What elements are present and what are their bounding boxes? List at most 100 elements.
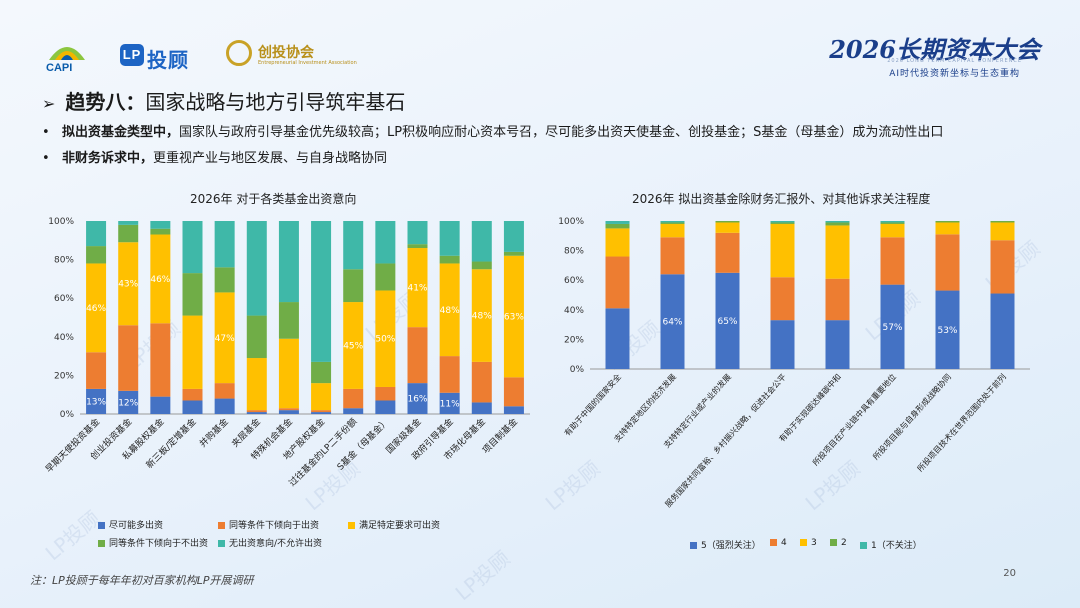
chart1-data-label: 50% [375, 335, 395, 345]
chart1-bar-segment [503, 255, 524, 378]
chart1-category-label: 早期天使投资基金 [43, 416, 102, 475]
chart2-legend-item: 3 [800, 538, 817, 548]
chart1-legend-item: 满足特定要求可出资 [348, 518, 440, 531]
chuangtou-logo-subtext: Entrepreneurial Investment Association [258, 60, 357, 66]
chart2-legend-label: 3 [811, 538, 817, 548]
chart2-category-label: 有助于中国的国家安全 [562, 372, 623, 438]
touguo-logo-text: 投顾 [147, 50, 189, 72]
chart1-legend-swatch [98, 522, 105, 529]
bullet-list: 拟出资基金类型中，国家队与政府引导基金优先级较高；LP积极响应耐心资本号召，尽可… [40, 122, 943, 174]
chart1-bar-segment [439, 255, 460, 264]
chart1-bar-segment [311, 221, 332, 362]
chart1-bar-segment [407, 221, 428, 245]
chart1-data-label: 12% [118, 398, 138, 408]
chart1-legend-swatch [218, 540, 225, 547]
arrow-icon: ➢ [42, 94, 56, 113]
chart2-bar-segment [715, 272, 740, 369]
chart2-category-label: 支持特定地区的经济发展 [612, 372, 678, 444]
chart1-legend-swatch [348, 522, 355, 529]
chart2-legend-label: 5（强烈关注） [701, 541, 761, 551]
chart1-ytick-label: 100% [48, 217, 74, 227]
chart1-bar-segment [150, 323, 171, 397]
chart1-ytick-label: 40% [54, 333, 74, 343]
chart1-bar-segment [343, 269, 364, 303]
chart1-data-label: 63% [504, 313, 524, 323]
chart1-bar-segment [471, 221, 492, 262]
chart2-legend-item: 4 [770, 538, 787, 548]
chart2-bar-segment [605, 221, 630, 224]
chart1-bar-segment [343, 221, 364, 270]
chart1-data-label: 45% [343, 341, 363, 351]
chart1-bar-segment [439, 221, 460, 256]
section-title-bold: 趋势八： [65, 90, 146, 114]
chart1-bar-segment [375, 221, 396, 264]
chart1-bar-segment [343, 302, 364, 389]
chart2-legend-item: 5（强烈关注） [690, 538, 761, 551]
chart1-bar-segment [439, 263, 460, 357]
chart2-data-label: 64% [662, 318, 682, 328]
chart2-bar-segment [825, 222, 850, 226]
chart2-bar-segment [770, 320, 795, 369]
chart1-bar-segment [246, 221, 267, 316]
conference-subtitle: AI时代投资新坐标与生态重构 [889, 69, 1020, 79]
chart1-bar-segment [182, 388, 203, 401]
chart1-data-label: 46% [86, 304, 106, 314]
chart1-bar-segment [278, 338, 299, 409]
chart1-bar-segment [118, 221, 139, 225]
chart1-data-label: 43% [118, 280, 138, 290]
section-title: ➢ 趋势八：国家战略与地方引导筑牢基石 [42, 86, 405, 115]
chart1-data-label: 47% [215, 334, 235, 344]
chart1-bar-segment [407, 383, 428, 414]
chart2-bar-segment [770, 277, 795, 321]
chart1-bar-segment [311, 383, 332, 411]
chart2-bar-segment [825, 221, 850, 223]
chart1-bar-segment [246, 358, 267, 411]
chart1-bar-segment [118, 390, 139, 414]
chart1-data-label: 46% [150, 275, 170, 285]
chart2-bar-segment [880, 221, 905, 223]
chart2-bar-segment [660, 221, 685, 223]
chart1-bar-segment [86, 221, 107, 247]
chart1-ytick-label: 60% [54, 294, 74, 304]
chart2-data-label: 65% [717, 317, 737, 327]
chart2-legend-swatch [690, 542, 697, 549]
chart2-category-label: 所投项目技术在世界范围内处于前列 [915, 372, 1008, 474]
chart1-legend-label: 满足特定要求可出资 [359, 521, 441, 531]
chart1-legend-label: 同等条件下倾向于不出资 [109, 539, 209, 549]
chart1-bar-segment [214, 383, 235, 399]
chart2-bar-segment [770, 222, 795, 224]
chart1-bar-segment [86, 246, 107, 264]
chart2-bar-segment [770, 223, 795, 278]
chart1-bar-segment [86, 352, 107, 389]
chart1-bar-segment [150, 396, 171, 414]
chart2-ytick-label: 100% [558, 217, 584, 227]
chart1-bar-segment [214, 292, 235, 384]
capi-logo-text: CAPI [46, 62, 73, 74]
chart1-data-label: 16% [407, 395, 427, 405]
bullet-item: 非财务诉求中，更重视产业与地区发展、与自身战略协同 [40, 148, 943, 174]
chart1-ytick-label: 20% [54, 371, 74, 381]
chart2-bar-segment [935, 234, 960, 291]
header: CAPI LP 投顾 创投协会 Entrepreneurial Investmen… [0, 0, 1080, 80]
chart2-legend-item: 1（不关注） [860, 538, 922, 551]
chart2-bar-segment [880, 223, 905, 238]
chart2-bar-segment [825, 225, 850, 279]
chart2-bar-segment [770, 221, 795, 223]
chuangtou-logo-text: 创投协会 [258, 45, 314, 61]
chart1-data-label: 48% [472, 312, 492, 322]
chart1-bar-segment [118, 242, 139, 326]
chart1-bar-segment [503, 377, 524, 407]
chart1-bar-segment [246, 410, 267, 413]
chart2-legend-swatch [830, 539, 837, 546]
chart1-bar-segment [375, 386, 396, 401]
chart1-ytick-label: 80% [54, 256, 74, 266]
chart1-legend-swatch [218, 522, 225, 529]
chart2-ytick-label: 80% [564, 247, 584, 257]
section-title-text: 国家战略与地方引导筑牢基石 [145, 90, 406, 114]
chart2-bar-segment [880, 222, 905, 224]
chart1-bar-segment [375, 400, 396, 414]
chart1-bar-segment [214, 267, 235, 293]
chart2-ytick-label: 20% [564, 335, 584, 345]
chart2-legend-label: 1（不关注） [871, 541, 922, 551]
chart2-ytick-label: 40% [564, 306, 584, 316]
